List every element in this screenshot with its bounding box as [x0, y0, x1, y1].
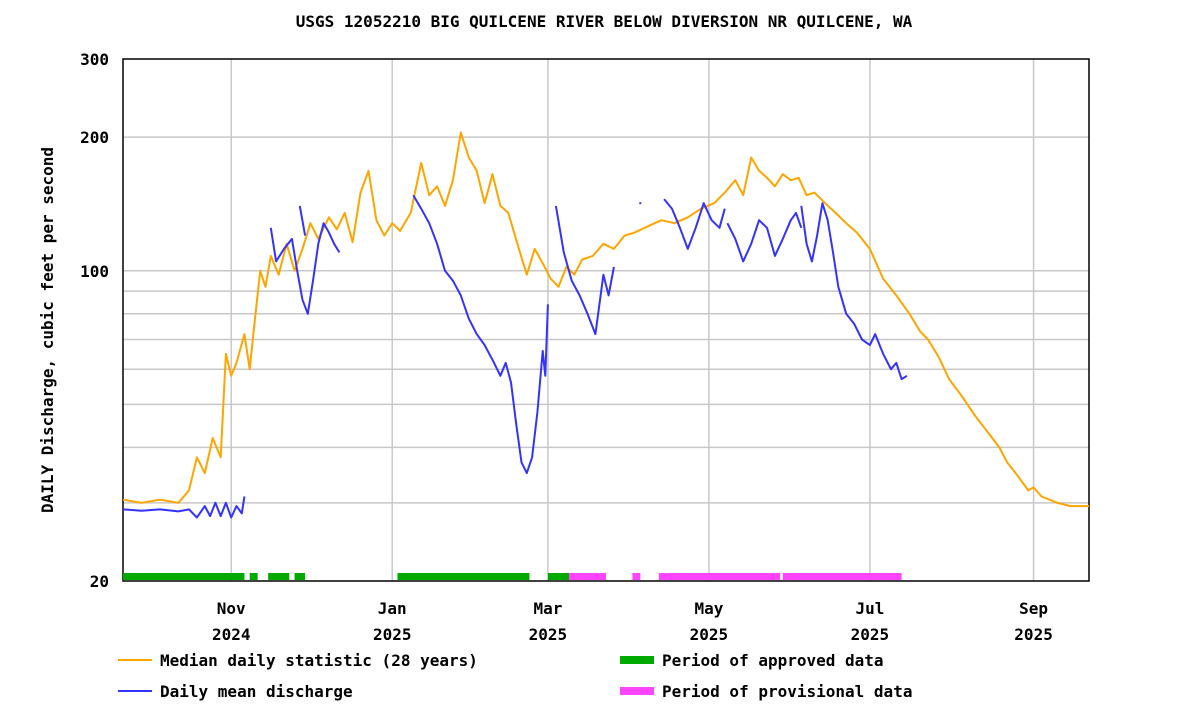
daily-mean-series-line	[298, 205, 307, 236]
provisional-period-bar	[658, 573, 781, 580]
legend-label: Daily mean discharge	[160, 682, 353, 701]
x-tick-year-label: 2025	[1014, 625, 1053, 644]
y-tick-label: 20	[90, 572, 109, 591]
approved-period-bar	[249, 573, 258, 580]
provisional-period-bar	[782, 573, 902, 580]
x-tick-year-label: 2024	[212, 625, 251, 644]
daily-mean-series-line	[412, 194, 549, 475]
x-tick-month-label: May	[694, 599, 723, 618]
approved-period-bar	[294, 573, 306, 580]
daily-mean-series-line	[663, 198, 726, 250]
x-tick-labels: Nov 2024 Jan 2025 Mar 2025 May 2025 Jul 2025 Sep 20…	[212, 599, 1053, 644]
y-tick-label: 200	[80, 128, 109, 147]
data-period-bars	[123, 573, 902, 580]
y-tick-label: 300	[80, 50, 109, 69]
y-tick-label: 100	[80, 262, 109, 281]
x-tick-year-label: 2025	[373, 625, 412, 644]
legend-label: Period of provisional data	[662, 682, 912, 701]
legend: Median daily statistic (28 years) Daily m…	[118, 651, 912, 701]
daily-mean-series-line	[554, 205, 615, 336]
daily-mean-series-line	[726, 211, 803, 263]
approved-period-bar	[547, 573, 570, 580]
gridlines	[123, 59, 1089, 581]
legend-swatch-bar	[620, 687, 654, 695]
x-tick-year-label: 2025	[529, 625, 568, 644]
provisional-period-bar	[569, 573, 606, 580]
x-tick-month-label: Jan	[378, 599, 407, 618]
daily-mean-series-line	[269, 222, 341, 315]
median-series-line	[122, 131, 1089, 508]
approved-period-bar	[397, 573, 530, 580]
y-axis-label: DAILY Discharge, cubic feet per second	[38, 147, 57, 513]
legend-swatch-bar	[620, 656, 654, 664]
x-tick-month-label: Sep	[1019, 599, 1048, 618]
legend-label: Period of approved data	[662, 651, 884, 670]
legend-label: Median daily statistic (28 years)	[160, 651, 478, 670]
x-tick-month-label: Jul	[855, 599, 884, 618]
chart-title: USGS 12052210 BIG QUILCENE RIVER BELOW D…	[296, 12, 913, 31]
x-tick-year-label: 2025	[851, 625, 890, 644]
daily-mean-series-line	[800, 202, 908, 381]
x-tick-month-label: Nov	[217, 599, 246, 618]
series-lines	[122, 131, 1089, 519]
plot-area-frame	[122, 58, 1090, 582]
approved-period-bar	[268, 573, 290, 580]
daily-mean-series-line	[122, 496, 246, 519]
approved-period-bar	[123, 573, 245, 580]
y-tick-labels: 20 100 200 300	[80, 50, 109, 591]
x-tick-year-label: 2025	[690, 625, 729, 644]
provisional-period-bar	[632, 573, 641, 580]
x-tick-month-label: Mar	[533, 599, 562, 618]
